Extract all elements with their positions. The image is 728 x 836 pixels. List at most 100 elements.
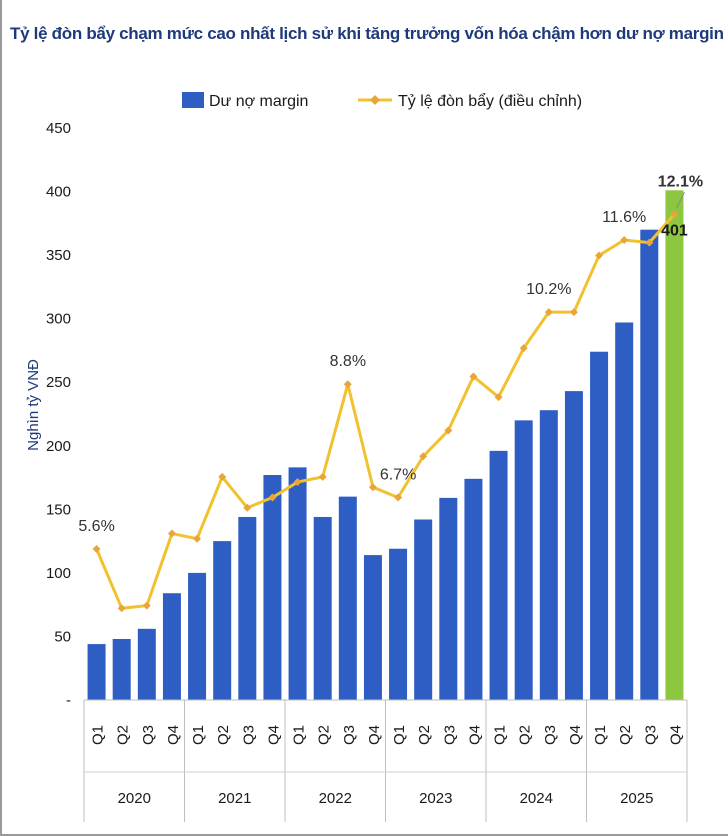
legend-swatch-bar — [182, 92, 204, 108]
line-marker — [494, 393, 503, 402]
bar — [162, 593, 181, 700]
bar — [313, 516, 332, 700]
x-group-label: 2024 — [520, 790, 553, 807]
y-tick-label: 50 — [54, 628, 71, 645]
x-tick-label: Q1 — [492, 725, 509, 745]
x-tick-label: Q2 — [316, 725, 333, 745]
legend-label-bar: Dư nợ margin — [209, 93, 308, 110]
line-marker — [569, 308, 578, 317]
x-tick-label: Q1 — [90, 725, 107, 745]
percent-annotation: 6.7% — [380, 467, 416, 484]
x-group-label: 2022 — [319, 790, 352, 807]
y-tick-label: 250 — [46, 374, 71, 391]
bar — [213, 541, 232, 700]
line-marker — [620, 236, 629, 244]
bar — [564, 391, 583, 700]
line-marker — [293, 478, 302, 487]
x-tick-label: Q3 — [542, 725, 559, 745]
x-tick-label: Q4 — [567, 725, 584, 745]
y-tick-label: 150 — [46, 501, 71, 518]
line-marker — [343, 380, 352, 389]
percent-annotation: 11.6% — [602, 209, 646, 226]
line-marker — [519, 344, 528, 353]
x-tick-label: Q3 — [642, 725, 659, 745]
y-tick-label: 350 — [46, 247, 71, 264]
line-marker — [318, 472, 327, 481]
y-tick-label: 300 — [46, 311, 71, 328]
bar — [288, 467, 307, 700]
line-marker — [117, 604, 126, 613]
y-tick-label: 200 — [46, 438, 71, 455]
legend-swatch-marker — [370, 95, 380, 105]
line-marker — [670, 210, 679, 219]
line-marker — [419, 452, 428, 461]
annotation-leader — [675, 192, 685, 209]
bar — [464, 478, 483, 700]
bar — [112, 638, 131, 700]
legend-label-line: Tỷ lệ đòn bẩy (điều chỉnh) — [398, 92, 582, 110]
bar — [137, 628, 156, 700]
y-tick-label: 450 — [46, 120, 71, 137]
x-axis: Q1 Q2 Q3 Q4 Q1 Q2 Q3 Q4 Q1 Q2 Q3 Q4 Q1 Q2 Q3 Q4 Q1 Q2 Q3 Q4… — [83, 699, 688, 822]
x-tick-label: Q2 — [617, 725, 634, 745]
bar — [263, 475, 282, 700]
bar — [439, 497, 458, 700]
x-group-label: 2021 — [218, 790, 251, 807]
line-marker — [444, 426, 453, 435]
percent-annotation: 10.2% — [526, 281, 571, 298]
bar — [338, 496, 357, 700]
x-tick-label: Q4 — [165, 725, 182, 745]
x-tick-label: Q1 — [391, 725, 408, 745]
x-group-label: 2020 — [118, 790, 151, 807]
x-tick-label: Q2 — [215, 725, 232, 745]
bar — [640, 229, 659, 700]
bar — [414, 519, 433, 700]
x-tick-label: Q1 — [592, 725, 609, 745]
line-marker — [368, 483, 377, 492]
percent-annotation: 5.6% — [78, 518, 114, 535]
line-marker — [218, 472, 227, 481]
x-group-label: 2025 — [620, 790, 653, 807]
annotations: 5.6% 8.8% 6.7% 10.2% 11.6% 12.1% 401 — [78, 173, 703, 535]
line-marker — [544, 308, 553, 317]
bar — [188, 572, 207, 700]
x-tick-label: Q3 — [341, 725, 358, 745]
x-tick-label: Q2 — [115, 725, 132, 745]
percent-annotation: 8.8% — [330, 353, 366, 370]
bar — [615, 322, 634, 700]
leverage-line — [95, 213, 676, 610]
bar — [590, 351, 609, 700]
x-tick-label: Q4 — [466, 725, 483, 745]
line-marker — [142, 601, 151, 610]
line-marker — [92, 545, 101, 553]
x-tick-label: Q3 — [240, 725, 257, 745]
chart-title: Tỷ lệ đòn bẩy chạm mức cao nhất lịch sử … — [10, 24, 724, 43]
line-marker — [595, 251, 604, 260]
x-tick-label: Q2 — [517, 725, 534, 745]
line-series — [92, 210, 679, 613]
bar — [489, 450, 508, 700]
bar-value-label: 401 — [661, 222, 688, 239]
x-tick-label: Q4 — [667, 725, 684, 745]
line-marker — [193, 534, 202, 543]
bar — [389, 548, 408, 700]
bar — [665, 190, 684, 701]
line-marker — [645, 238, 654, 247]
legend: Dư nợ margin Tỷ lệ đòn bẩy (điều chỉnh) — [182, 92, 582, 110]
x-tick-label: Q1 — [291, 725, 308, 745]
y-tick-label: 400 — [46, 184, 71, 201]
y-axis-label: Nghìn tỷ VNĐ — [25, 359, 42, 451]
line-marker — [167, 529, 176, 538]
bar — [87, 644, 106, 700]
x-tick-label: Q2 — [416, 725, 433, 745]
percent-annotation: 12.1% — [658, 173, 703, 190]
bar — [363, 555, 382, 700]
line-marker — [243, 503, 252, 512]
x-tick-label: Q3 — [441, 725, 458, 745]
x-tick-label: Q4 — [265, 725, 282, 745]
bar — [539, 410, 558, 700]
bar — [238, 516, 257, 700]
bar — [514, 420, 533, 700]
